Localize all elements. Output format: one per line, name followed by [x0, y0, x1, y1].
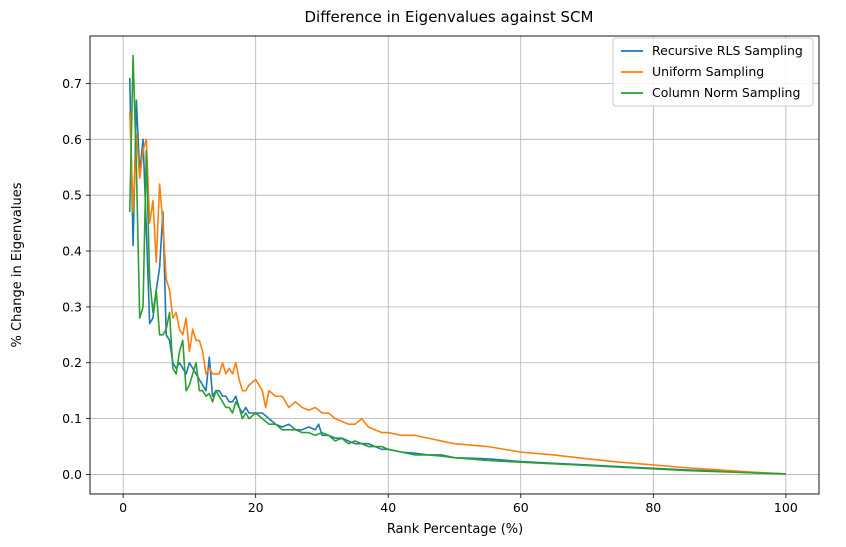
y-tick-label: 0.1 — [62, 411, 82, 426]
y-tick-label: 0.6 — [62, 132, 82, 147]
legend-box — [612, 37, 814, 107]
legend: Recursive RLS Sampling Uniform Sampling … — [612, 37, 814, 107]
legend-label-recursive-rls: Recursive RLS Sampling — [652, 43, 803, 58]
x-tick-label: 60 — [513, 500, 529, 515]
x-tick-label: 20 — [248, 500, 264, 515]
x-axis-ticks: 0 20 40 60 80 100 — [119, 494, 798, 515]
grid — [90, 36, 819, 494]
y-tick-label: 0.7 — [62, 76, 82, 91]
series-line-column-norm — [128, 54, 786, 475]
y-axis-ticks: 0.0 0.1 0.2 0.3 0.4 0.5 0.6 0.7 — [62, 76, 90, 482]
x-tick-label: 0 — [119, 500, 127, 515]
y-tick-label: 0.4 — [62, 244, 82, 259]
chart-title: Difference in Eigenvalues against SCM — [305, 8, 594, 26]
x-tick-label: 40 — [380, 500, 396, 515]
legend-label-uniform: Uniform Sampling — [652, 64, 764, 79]
x-tick-label: 100 — [774, 500, 798, 515]
y-tick-label: 0.3 — [62, 299, 82, 314]
plot-frame — [89, 35, 820, 495]
x-tick-label: 80 — [645, 500, 661, 515]
y-tick-label: 0.2 — [62, 355, 82, 370]
legend-label-column-norm: Column Norm Sampling — [652, 85, 800, 100]
plot-lines — [128, 54, 786, 475]
x-axis-label: Rank Percentage (%) — [387, 522, 523, 537]
y-tick-label: 0.0 — [62, 467, 82, 482]
y-tick-label: 0.5 — [62, 188, 82, 203]
y-axis-label: % Change in Eigenvalues — [10, 182, 25, 347]
series-line-uniform — [128, 111, 786, 475]
